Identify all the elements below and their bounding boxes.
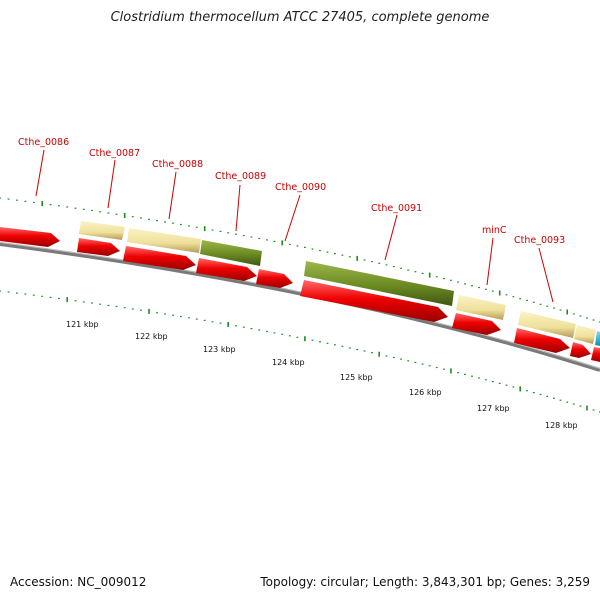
- leader-line: [235, 184, 241, 232]
- kbp-label: 126 kbp: [409, 388, 442, 397]
- gene-label: Cthe_0091: [371, 203, 422, 214]
- leader-line: [384, 214, 398, 261]
- feature-block: [127, 228, 201, 253]
- cds-arrow: [123, 246, 196, 270]
- gene-label-leaders: [35, 149, 554, 303]
- inner-tick-ring: [0, 290, 600, 413]
- leader-line: [168, 171, 177, 220]
- cds-arrow: [256, 269, 293, 288]
- feature-track: [79, 221, 600, 346]
- gene-labels: Cthe_0086 Cthe_0087 Cthe_0088 Cthe_0089 …: [18, 137, 565, 246]
- leader-line: [35, 149, 45, 197]
- accession-text: Accession: NC_009012: [10, 575, 147, 589]
- map-title: Clostridium thermocellum ATCC 27405, com…: [110, 10, 490, 25]
- outer-tick-ring: [0, 197, 600, 323]
- feature-block: [595, 331, 600, 346]
- kbp-label: 127 kbp: [477, 404, 510, 413]
- leader-line: [107, 159, 116, 209]
- gene-label: Cthe_0088: [152, 159, 203, 170]
- kbp-label: 121 kbp: [66, 320, 99, 329]
- kbp-label: 124 kbp: [272, 358, 305, 367]
- feature-block: [304, 261, 454, 306]
- cds-arrow: [0, 227, 60, 247]
- leader-line: [284, 194, 301, 242]
- feature-block: [574, 325, 596, 344]
- kbp-labels: 121 kbp 122 kbp 123 kbp 124 kbp 125 kbp …: [66, 320, 578, 430]
- kbp-label: 128 kbp: [545, 421, 578, 430]
- cds-arrow: [300, 280, 448, 322]
- gene-label: minC: [482, 225, 507, 236]
- feature-block: [518, 311, 576, 338]
- gene-label: Cthe_0090: [275, 182, 326, 193]
- gene-label: Cthe_0089: [215, 171, 266, 182]
- feature-block: [200, 240, 262, 266]
- cds-arrow: [591, 347, 600, 362]
- gene-label: Cthe_0093: [514, 235, 565, 246]
- cds-arrow: [514, 328, 570, 353]
- genome-backbone: [0, 242, 600, 372]
- cds-arrow: [452, 313, 501, 335]
- topology-text: Topology: circular; Length: 3,843,301 bp…: [260, 575, 590, 589]
- leader-line: [486, 237, 494, 286]
- feature-block: [456, 295, 506, 320]
- kbp-label: 125 kbp: [340, 373, 373, 382]
- cds-arrow: [570, 342, 591, 358]
- genome-backbone-highlight: [0, 242, 600, 369]
- cds-track: [0, 227, 600, 362]
- kbp-label: 122 kbp: [135, 332, 168, 341]
- gene-label: Cthe_0087: [89, 148, 140, 159]
- cds-arrow: [196, 258, 257, 281]
- kbp-label: 123 kbp: [203, 345, 236, 354]
- cds-arrow: [77, 238, 120, 256]
- gene-label: Cthe_0086: [18, 137, 69, 148]
- leader-line: [538, 247, 554, 303]
- feature-block: [79, 221, 125, 240]
